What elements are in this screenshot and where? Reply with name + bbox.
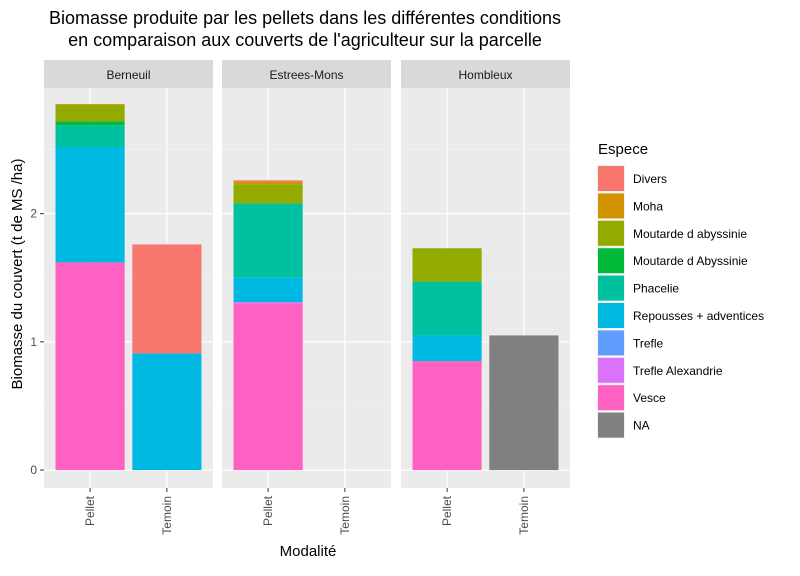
- bar-segment-phacelie: [412, 281, 482, 336]
- legend-swatch: [598, 248, 624, 274]
- legend-label: NA: [633, 419, 650, 433]
- panel-berneuil: Berneuil Pellet Temoin: [44, 60, 213, 535]
- facet-label: Berneuil: [106, 68, 150, 82]
- bar-segment-repousses-adventices: [412, 335, 482, 362]
- x-tick-label: Pellet: [261, 495, 275, 526]
- legend-item: Vesce: [597, 384, 666, 412]
- legend-swatch: [598, 193, 624, 219]
- bar-segment-repousses-adventices: [55, 146, 125, 263]
- legend-item: NA: [597, 411, 650, 439]
- x-tick-label: Temoin: [160, 496, 174, 535]
- legend-swatch: [598, 357, 624, 383]
- chart-title-line-2: en comparaison aux couverts de l'agricul…: [68, 30, 542, 50]
- legend-label: Repousses + adventices: [633, 309, 764, 323]
- bar-segment-repousses-adventices: [233, 277, 303, 303]
- facet-strip: [44, 60, 213, 88]
- y-tick-label: 1: [30, 335, 37, 349]
- y-tick-label: 0: [30, 463, 37, 477]
- legend-item: Moutarde d abyssinie: [597, 219, 747, 247]
- legend-label: Trefle Alexandrie: [633, 364, 723, 378]
- chart-title-line-1: Biomasse produite par les pellets dans l…: [49, 8, 561, 28]
- y-tick-label: 2: [30, 207, 37, 221]
- bar-segment-phacelie: [55, 125, 125, 147]
- facet-label: Hombleux: [458, 68, 512, 82]
- facet-label: Estrees-Mons: [269, 68, 343, 82]
- legend-item: Moutarde d Abyssinie: [597, 247, 748, 275]
- bar-segment-trefle-alexandrie: [233, 302, 303, 304]
- legend-item: Phacelie: [597, 274, 679, 302]
- legend-title: Espece: [598, 141, 648, 158]
- legend-label: Divers: [633, 172, 667, 186]
- bar-segment-moha: [55, 104, 125, 105]
- legend-label: Vesce: [633, 391, 666, 405]
- bar-segment-divers: [132, 244, 202, 354]
- x-tick-label: Pellet: [83, 495, 97, 526]
- bar-segment-moutarde-d-abyssinie: [55, 104, 125, 122]
- bar-segment-moha: [233, 181, 303, 185]
- legend-item: Repousses + adventices: [597, 302, 764, 329]
- legend-swatch: [598, 275, 624, 301]
- bar-segment-divers: [233, 180, 303, 182]
- x-tick-label: Pellet: [440, 495, 454, 526]
- bar-segment-na: [489, 335, 559, 471]
- legend-label: Moutarde d abyssinie: [633, 227, 747, 241]
- bar-segment-repousses-adventices: [132, 353, 202, 471]
- legend-swatch: [598, 166, 624, 191]
- bar-segment-vesce: [55, 262, 125, 471]
- bar-segment-vesce: [412, 361, 482, 471]
- legend-swatch: [598, 412, 624, 438]
- legend-item: Trefle: [597, 329, 664, 357]
- legend-label: Phacelie: [633, 282, 679, 296]
- facet-strip: [222, 60, 391, 88]
- bar-segment-moutarde-d-abyssinie: [233, 184, 303, 204]
- bar-segment-phacelie: [233, 203, 303, 278]
- legend-swatch: [598, 220, 624, 246]
- legend-label: Trefle: [633, 336, 664, 350]
- legend-swatch: [598, 303, 624, 328]
- x-tick-label: Temoin: [517, 496, 531, 535]
- panel-hombleux: Hombleux Pellet Temoin: [401, 60, 570, 535]
- legend-swatch: [598, 385, 624, 411]
- x-tick-label: Temoin: [338, 496, 352, 535]
- legend-item: Moha: [597, 192, 663, 220]
- panel-estrees-mons: Estrees-Mons Pellet Temoin: [222, 60, 391, 535]
- bar-segment-vesce: [233, 303, 303, 471]
- legend-item: Trefle Alexandrie: [597, 356, 723, 384]
- legend-item: Divers: [597, 165, 667, 192]
- legend-label: Moutarde d Abyssinie: [633, 254, 748, 268]
- legend-label: Moha: [633, 199, 663, 213]
- bar-segment-moutarde-d-abyssinie: [55, 121, 125, 126]
- y-axis-label: Biomasse du couvert (t de MS /ha): [9, 159, 26, 390]
- facet-strip: [401, 60, 570, 88]
- x-axis-label: Modalité: [280, 543, 337, 560]
- bar-segment-moutarde-d-abyssinie: [412, 248, 482, 282]
- legend-swatch: [598, 330, 624, 356]
